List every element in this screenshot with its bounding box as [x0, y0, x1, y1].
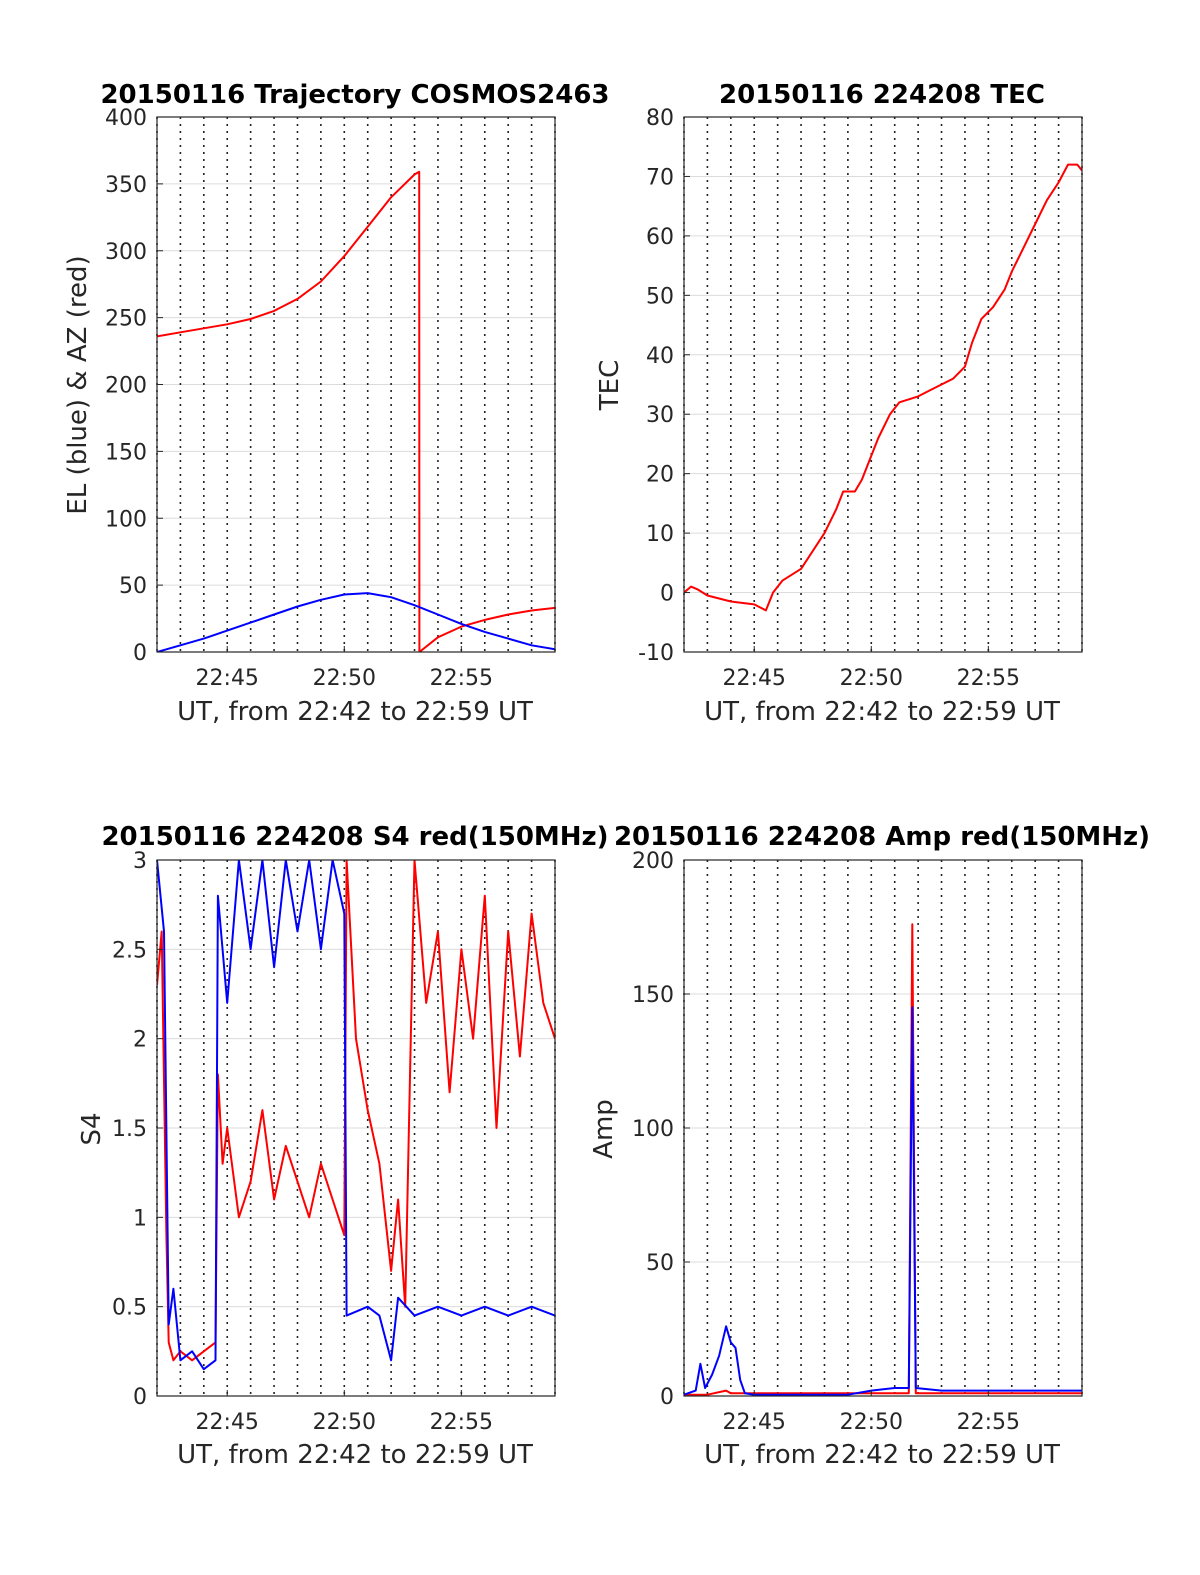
x-tick-label: 22:45 [196, 1410, 259, 1435]
series-line [684, 923, 1082, 1396]
x-tick-label: 22:45 [723, 666, 786, 691]
series-line [684, 163, 1082, 612]
x-tick-label: 22:50 [840, 1410, 903, 1435]
x-tick-label: 22:55 [957, 666, 1020, 691]
x-tick-label: 22:45 [196, 666, 259, 691]
series-line [157, 170, 555, 652]
x-axis-label: UT, from 22:42 to 22:59 UT [177, 1440, 533, 1470]
y-tick-label: 50 [646, 1251, 674, 1276]
x-tick-label: 22:50 [313, 666, 376, 691]
y-tick-label: 1.5 [112, 1117, 147, 1142]
y-tick-label: 2.5 [112, 938, 147, 963]
panel-tec: 20150116 224208 TEC UT, from 22:42 to 22… [595, 80, 1083, 727]
y-tick-label: 0 [660, 1385, 674, 1410]
y-axis-label: TEC [595, 360, 625, 411]
series-line [684, 1006, 1082, 1396]
y-tick-label: 0 [133, 1385, 147, 1410]
y-axis-label: S4 [77, 1112, 107, 1145]
y-tick-label: 0 [133, 641, 147, 666]
y-tick-label: 40 [646, 344, 674, 369]
y-tick-label: 70 [646, 165, 674, 190]
y-tick-label: 400 [105, 106, 147, 131]
series-line [157, 860, 555, 1362]
panel-trajectory: 20150116 Trajectory COSMOS2463 UT, from … [63, 80, 610, 727]
x-tick-label: 22:55 [430, 666, 493, 691]
panel-title: 20150116 224208 S4 red(150MHz) [101, 822, 608, 852]
panel-title: 20150116 Trajectory COSMOS2463 [100, 80, 609, 110]
y-tick-label: 100 [105, 507, 147, 532]
series-line [157, 860, 555, 1371]
series-line [157, 592, 555, 652]
y-tick-label: 200 [105, 374, 147, 399]
y-tick-label: 50 [646, 284, 674, 309]
y-tick-label: 300 [105, 240, 147, 265]
y-axis-label: Amp [589, 1099, 619, 1159]
y-tick-label: 10 [646, 522, 674, 547]
y-tick-label: 30 [646, 403, 674, 428]
panel-title: 20150116 224208 Amp red(150MHz) [614, 822, 1150, 852]
y-tick-label: 150 [105, 440, 147, 465]
y-tick-label: 1 [133, 1206, 147, 1231]
panel-s4: 20150116 224208 S4 red(150MHz) UT, from … [77, 822, 609, 1470]
y-tick-label: 20 [646, 463, 674, 488]
y-tick-label: 3 [133, 849, 147, 874]
x-tick-label: 22:50 [313, 1410, 376, 1435]
y-tick-label: 350 [105, 173, 147, 198]
y-tick-label: 50 [119, 574, 147, 599]
y-tick-label: 0 [660, 582, 674, 607]
y-tick-label: 100 [632, 1117, 674, 1142]
y-tick-label: 250 [105, 307, 147, 332]
panel-title: 20150116 224208 TEC [719, 80, 1045, 110]
x-tick-label: 22:50 [840, 666, 903, 691]
x-axis-label: UT, from 22:42 to 22:59 UT [704, 1440, 1060, 1470]
y-tick-label: 150 [632, 983, 674, 1008]
y-tick-label: 2 [133, 1028, 147, 1053]
y-tick-label: 200 [632, 849, 674, 874]
y-tick-label: 0.5 [112, 1296, 147, 1321]
x-tick-label: 22:45 [723, 1410, 786, 1435]
y-axis-label: EL (blue) & AZ (red) [63, 255, 93, 514]
y-tick-label: 60 [646, 225, 674, 250]
y-tick-label: 80 [646, 106, 674, 131]
x-tick-label: 22:55 [957, 1410, 1020, 1435]
x-axis-label: UT, from 22:42 to 22:59 UT [177, 697, 533, 727]
x-tick-label: 22:55 [430, 1410, 493, 1435]
x-axis-label: UT, from 22:42 to 22:59 UT [704, 697, 1060, 727]
axes-frame [683, 116, 1083, 653]
panel-amp: 20150116 224208 Amp red(150MHz) UT, from… [589, 822, 1150, 1470]
y-tick-label: -10 [638, 641, 674, 666]
